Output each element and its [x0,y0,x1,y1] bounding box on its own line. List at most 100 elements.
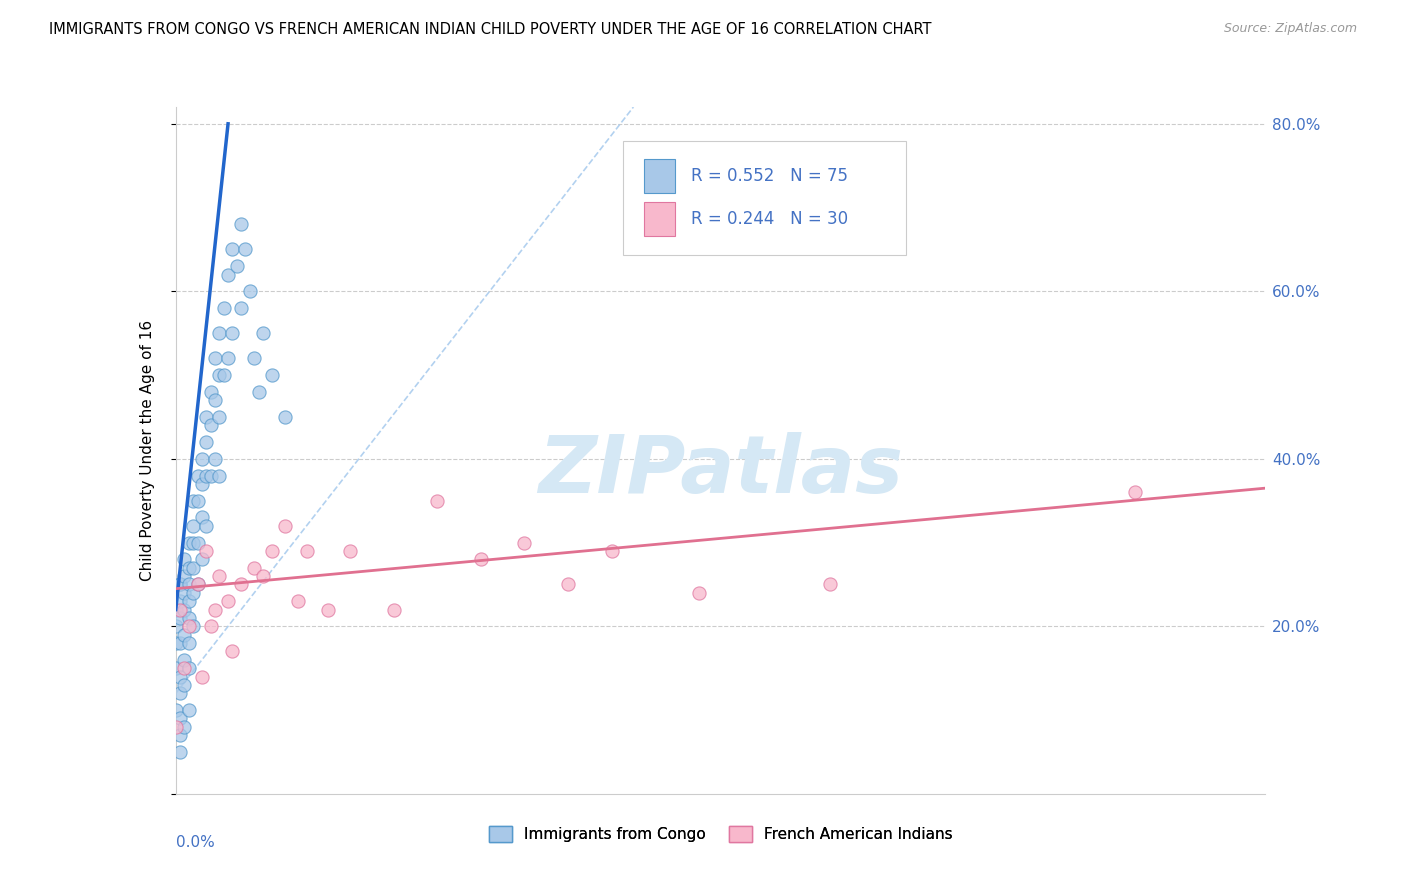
Point [191,552,214,566]
Point [177,560,200,574]
Point [169,602,191,616]
Point [181,493,204,508]
Point [177,703,200,717]
Point [204,451,226,466]
Point [186,535,209,549]
Point [173,678,195,692]
Point [165,703,187,717]
Point [165,602,187,616]
Point [177,577,200,591]
Point [1123,485,1146,500]
Point [165,619,187,633]
Point [165,636,187,650]
Point [177,636,200,650]
Point [247,384,270,399]
Point [173,552,195,566]
Point [295,544,318,558]
Point [200,418,222,433]
Point [169,728,191,742]
Point [212,368,235,382]
Point [208,368,231,382]
Point [274,409,297,424]
Point [186,577,209,591]
Point [195,435,218,450]
Point [221,326,243,341]
Point [208,409,231,424]
Point [260,368,283,382]
Point [169,611,191,625]
Point [600,544,623,558]
Point [173,628,195,642]
Point [382,602,405,616]
Point [252,326,274,341]
Point [177,661,200,675]
Point [191,451,214,466]
Point [217,594,239,608]
Point [169,745,191,759]
Point [200,468,222,483]
Point [204,393,226,408]
Point [177,611,200,625]
Y-axis label: Child Poverty Under the Age of 16: Child Poverty Under the Age of 16 [141,320,155,581]
Point [186,577,209,591]
Point [173,586,195,600]
Point [191,510,214,524]
Point [200,619,222,633]
Point [195,409,218,424]
Point [243,351,266,366]
Point [169,670,191,684]
Point [231,577,253,591]
Point [173,569,195,583]
Point [557,577,579,591]
Point [470,552,492,566]
FancyBboxPatch shape [644,159,675,193]
Point [181,586,204,600]
Point [217,268,239,282]
Point [181,519,204,533]
Point [186,493,209,508]
Point [165,661,187,675]
Point [208,569,231,583]
Point [173,653,195,667]
Text: Source: ZipAtlas.com: Source: ZipAtlas.com [1223,22,1357,36]
Point [200,384,222,399]
Point [169,594,191,608]
Text: IMMIGRANTS FROM CONGO VS FRENCH AMERICAN INDIAN CHILD POVERTY UNDER THE AGE OF 1: IMMIGRANTS FROM CONGO VS FRENCH AMERICAN… [49,22,932,37]
Point [252,569,274,583]
Point [221,644,243,658]
Text: 0.0%: 0.0% [176,835,215,850]
Point [195,544,218,558]
Point [260,544,283,558]
Point [191,670,214,684]
Point [235,243,257,257]
Point [287,594,309,608]
Point [186,468,209,483]
Point [204,351,226,366]
Point [318,602,340,616]
Legend: Immigrants from Congo, French American Indians: Immigrants from Congo, French American I… [482,820,959,848]
Point [243,560,266,574]
Point [274,519,297,533]
Point [231,301,253,315]
Point [173,602,195,616]
Point [181,560,204,574]
Point [173,661,195,675]
Point [177,535,200,549]
Point [212,301,235,315]
Point [169,711,191,725]
Point [165,720,187,734]
Point [688,586,710,600]
FancyBboxPatch shape [644,202,675,236]
Point [426,493,449,508]
Point [177,594,200,608]
Point [169,577,191,591]
Point [217,351,239,366]
Point [181,619,204,633]
Point [239,285,262,299]
Point [231,217,253,231]
Point [208,468,231,483]
Text: ZIPatlas: ZIPatlas [538,432,903,510]
Point [195,468,218,483]
Point [225,259,247,273]
Text: R = 0.552   N = 75: R = 0.552 N = 75 [692,167,848,185]
